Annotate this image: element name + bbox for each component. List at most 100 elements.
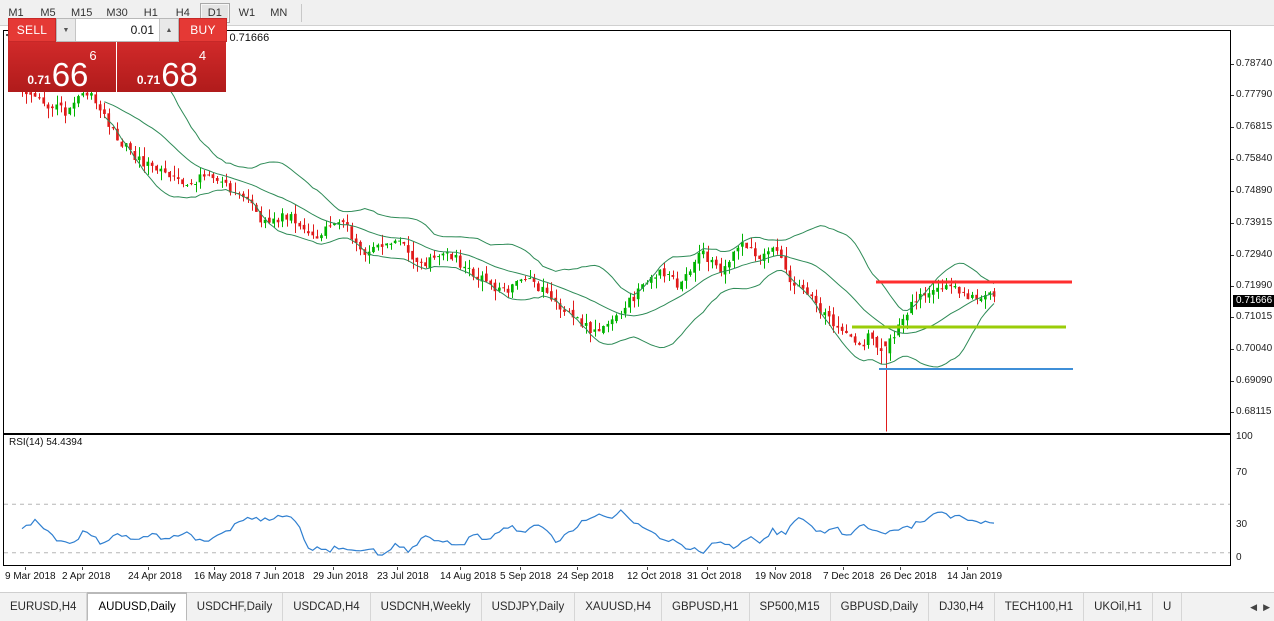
price-scale-label: 0.76815: [1236, 121, 1273, 132]
rsi-indicator-label: RSI(14) 54.4394: [9, 437, 83, 448]
time-scale-label: 19 Nov 2018: [755, 571, 812, 582]
time-tick: [967, 567, 968, 570]
chart-tab-dj30-h4[interactable]: DJ30,H4: [929, 593, 995, 621]
price-tick: [1231, 317, 1234, 318]
rsi-scale-label: 70: [1236, 467, 1248, 478]
price-tick: [1231, 64, 1234, 65]
volume-increment-icon[interactable]: ▲: [159, 19, 178, 41]
time-scale-label: 14 Aug 2018: [440, 571, 497, 582]
chart-tab-ukoil-h1[interactable]: UKOil,H1: [1084, 593, 1154, 621]
chart-tabs-scroll-controls[interactable]: ◀ ▶: [1246, 593, 1274, 621]
time-scale-label: 24 Apr 2018: [128, 571, 182, 582]
sell-button[interactable]: SELL: [8, 18, 56, 42]
price-scale-label: 0.69090: [1236, 375, 1273, 386]
volume-stepper[interactable]: ▼ 0.01 ▲: [56, 18, 179, 42]
time-tick: [275, 567, 276, 570]
time-tick: [397, 567, 398, 570]
one-click-trading-panel[interactable]: SELL ▼ 0.01 ▲ BUY 0.71 66 6 0.71 68 4: [8, 18, 227, 92]
time-scale-label: 29 Jun 2018: [313, 571, 369, 582]
chart-tab-eurusd-h4[interactable]: EURUSD,H4: [0, 593, 88, 621]
price-scale[interactable]: 0.78740 0.77790 0.76815 0.75840 0.74890 0.739…: [1231, 30, 1274, 566]
chart-tab-sp500-m15[interactable]: SP500,M15: [750, 593, 831, 621]
price-tick: [1231, 223, 1234, 224]
price-scale-label: 0.73915: [1236, 217, 1273, 228]
volume-input[interactable]: 0.01: [76, 19, 159, 41]
rsi-chart-svg: [4, 503, 1230, 556]
timeframe-button-h4[interactable]: H4: [175, 6, 190, 19]
price-tick: [1231, 191, 1234, 192]
buy-button[interactable]: BUY: [179, 18, 227, 42]
time-tick: [577, 567, 578, 570]
time-tick: [775, 567, 776, 570]
tabs-scroll-right-icon[interactable]: ▶: [1263, 601, 1270, 612]
timeframe-button-m5[interactable]: M5: [40, 6, 56, 19]
chart-tab-gbpusd-h1[interactable]: GBPUSD,H1: [662, 593, 750, 621]
price-scale-label: 0.75840: [1236, 153, 1273, 164]
time-tick: [843, 567, 844, 570]
price-tick: [1231, 255, 1234, 256]
chart-tab-usdchf-daily[interactable]: USDCHF,Daily: [187, 593, 284, 621]
chart-tab-usdcnh-weekly[interactable]: USDCNH,Weekly: [371, 593, 482, 621]
sell-price-fraction: 6: [89, 48, 97, 63]
chart-tab-usdjpy-daily[interactable]: USDJPY,Daily: [482, 593, 576, 621]
buy-price-display[interactable]: 0.71 68 4: [117, 42, 226, 92]
price-scale-label: 0.77790: [1236, 89, 1273, 100]
timeframe-button-m30[interactable]: M30: [106, 6, 128, 19]
time-scale-label: 31 Oct 2018: [687, 571, 742, 582]
chart-tab-audusd-daily[interactable]: AUDUSD,Daily: [87, 592, 187, 621]
time-scale-label: 24 Sep 2018: [557, 571, 614, 582]
sell-price-prefix: 0.71: [27, 73, 51, 87]
timeframe-button-mn[interactable]: MN: [270, 6, 288, 19]
price-scale-label: 0.71015: [1236, 311, 1273, 322]
price-tick: [1231, 381, 1234, 382]
time-tick: [707, 567, 708, 570]
price-scale-label: 0.68115: [1236, 406, 1272, 417]
chart-tab-u[interactable]: U: [1153, 593, 1183, 621]
price-tick: [1231, 95, 1234, 96]
timeframe-button-w1[interactable]: W1: [238, 6, 256, 19]
price-tick: [1231, 127, 1234, 128]
timeframe-button-h1[interactable]: H1: [143, 6, 158, 19]
buy-price-fraction: 4: [198, 48, 207, 63]
volume-decrement-icon[interactable]: ▼: [57, 19, 76, 41]
timeframe-button-d1[interactable]: D1: [199, 2, 230, 23]
chart-tab-usdcad-h4[interactable]: USDCAD,H4: [283, 593, 371, 621]
chart-tab-xauusd-h4[interactable]: XAUUSD,H4: [575, 593, 663, 621]
current-price-marker: 0.71666: [1233, 295, 1274, 307]
chart-tab-gbpusd-daily[interactable]: GBPUSD,Daily: [831, 593, 929, 621]
time-tick: [520, 567, 521, 570]
rsi-scale-label: 100: [1236, 431, 1253, 442]
pane-divider: [4, 433, 1230, 435]
time-tick: [647, 567, 648, 570]
tabs-scroll-left-icon[interactable]: ◀: [1250, 601, 1258, 612]
time-scale-label: 16 May 2018: [194, 571, 252, 582]
time-tick: [460, 567, 461, 570]
toolbar-separator: [300, 3, 302, 22]
chart-tabs-bar[interactable]: EURUSD,H4 AUDUSD,Daily USDCHF,Daily USDCAD,…: [0, 592, 1274, 621]
time-tick: [900, 567, 901, 570]
timeframe-button-m15[interactable]: M15: [71, 6, 93, 19]
price-tick: [1231, 349, 1234, 350]
buy-price-prefix: 0.71: [136, 73, 161, 87]
price-scale-label: 0.71990: [1236, 280, 1273, 291]
chart-tab-tech100-h1[interactable]: TECH100,H1: [995, 593, 1085, 621]
price-tick: [1231, 159, 1234, 160]
sell-price-display[interactable]: 0.71 66 6: [8, 42, 117, 92]
rsi-scale-label: 30: [1236, 519, 1248, 530]
price-tick: [1231, 286, 1234, 287]
time-scale[interactable]: 9 Mar 2018 2 Apr 2018 24 Apr 2018 16 May 20…: [0, 567, 1274, 589]
time-tick: [214, 567, 215, 570]
sell-price-main: 66: [51, 56, 89, 93]
price-scale-label: 0.72940: [1236, 249, 1273, 260]
timeframe-button-m1[interactable]: M1: [8, 6, 24, 19]
time-scale-label: 14 Jan 2019: [947, 571, 1003, 582]
price-scale-label: 0.74890: [1236, 185, 1273, 196]
chart-frame[interactable]: RSI(14) 54.4394: [3, 30, 1231, 566]
time-scale-label: 9 Mar 2018: [5, 571, 56, 582]
rsi-pane[interactable]: [4, 435, 1230, 565]
time-scale-label: 12 Oct 2018: [627, 571, 682, 582]
time-scale-label: 5 Sep 2018: [500, 571, 552, 582]
price-scale-label: 0.78740: [1236, 58, 1273, 69]
time-scale-label: 7 Dec 2018: [823, 571, 875, 582]
